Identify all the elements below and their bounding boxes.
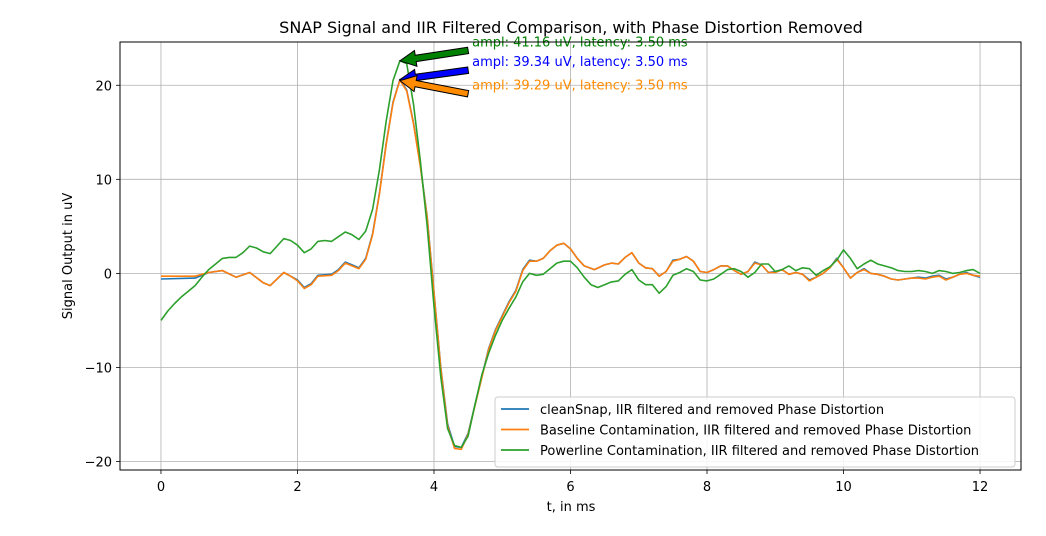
y-axis-label: Signal Output in uV (61, 193, 76, 320)
ticks: 0 2 4 6 8 10 12 −20 −10 0 10 20 (85, 79, 989, 495)
annotation-arrow-0 (398, 46, 470, 68)
y-tick-label: 10 (95, 173, 112, 188)
chart-title: SNAP Signal and IIR Filtered Comparison,… (279, 18, 863, 37)
x-tick-label: 6 (566, 480, 574, 495)
y-tick-label: 0 (104, 267, 112, 282)
series-line-2 (160, 59, 981, 449)
x-tick-label: 8 (703, 480, 711, 495)
annotation-label-2: ampl: 39.29 uV, latency: 3.50 ms (472, 79, 688, 94)
legend-label-0: cleanSnap, IIR filtered and removed Phas… (540, 403, 884, 418)
legend-box (494, 396, 1016, 468)
x-axis-label: t, in ms (547, 500, 596, 515)
x-tick-label: 12 (972, 480, 989, 495)
y-tick-label: 20 (95, 79, 112, 94)
legend: cleanSnap, IIR filtered and removed Phas… (494, 396, 1016, 468)
annotation-arrow-2 (398, 74, 470, 98)
legend-label-1: Baseline Contamination, IIR filtered and… (540, 424, 971, 439)
x-tick-label: 0 (157, 480, 165, 495)
y-tick-label: −10 (85, 361, 112, 376)
annotations: ampl: 41.16 uV, latency: 3.50 ms ampl: 39… (398, 35, 688, 98)
annotation-label-1: ampl: 39.34 uV, latency: 3.50 ms (472, 55, 688, 70)
legend-label-2: Powerline Contamination, IIR filtered an… (540, 444, 979, 459)
annotation-label-0: ampl: 41.16 uV, latency: 3.50 ms (472, 35, 688, 50)
series-lines (160, 59, 981, 451)
series-line-1 (161, 79, 981, 451)
x-tick-label: 10 (835, 480, 852, 495)
y-tick-label: −20 (85, 456, 112, 471)
x-tick-label: 2 (293, 480, 301, 495)
x-tick-label: 4 (430, 480, 438, 495)
